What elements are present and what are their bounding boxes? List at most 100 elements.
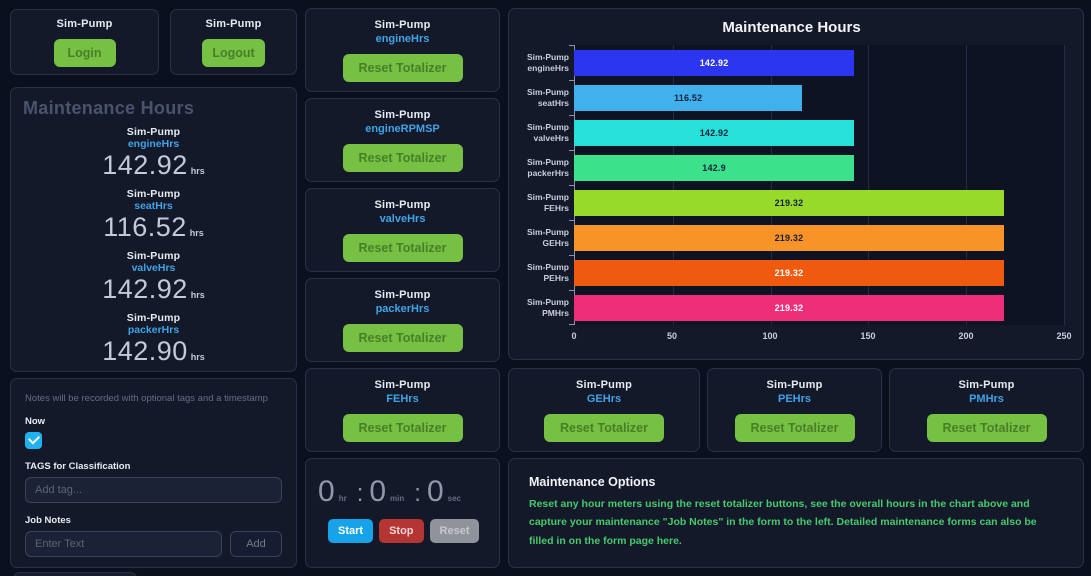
chart-bar-track: 219.32	[569, 185, 1064, 220]
meter-device: Sim-Pump	[126, 250, 181, 262]
chart-bar-row: Sim-Pump GEHrs 219.32	[519, 220, 1064, 255]
timer-stop-button[interactable]: Stop	[379, 519, 424, 543]
add-note-button[interactable]: Add	[230, 531, 282, 557]
meter-unit: hrs	[189, 228, 204, 238]
reset-card-device: Sim-Pump	[374, 288, 431, 301]
hours-panel-title: Maintenance Hours	[23, 98, 195, 118]
meter-device: Sim-Pump	[126, 312, 181, 324]
job-notes-input[interactable]	[25, 531, 222, 557]
reset-totalizer-button-pe-hrs[interactable]: Reset Totalizer	[734, 413, 855, 442]
maintenance-options-title: Maintenance Options	[529, 475, 656, 489]
chart-bar-value-label: 219.32	[774, 302, 804, 313]
y-axis-category-label: Sim-Pump FEHrs	[526, 192, 569, 213]
reset-card-device: Sim-Pump	[766, 378, 823, 391]
timer-display: 0 hr : 0 min : 0 sec	[318, 475, 487, 509]
chart-bar-packerHrs[interactable]: 142.9	[574, 154, 855, 181]
tags-input[interactable]	[25, 477, 282, 503]
timer-start-button[interactable]: Start	[328, 519, 374, 543]
chart-bar-row: Sim-Pump packerHrs 142.9	[519, 150, 1064, 185]
chart-title: Maintenance Hours	[722, 19, 861, 36]
reset-totalizer-button-ge-hrs[interactable]: Reset Totalizer	[544, 413, 664, 442]
chart-bar-track: 142.9	[569, 150, 1064, 185]
partial-card-below	[13, 572, 137, 576]
chart-bar-value-label: 142.92	[699, 57, 729, 68]
chart-bar-value-label: 142.92	[699, 127, 729, 138]
timer-hours-unit: hr	[338, 494, 347, 503]
chart-grid-line	[966, 45, 968, 325]
chart-bar-FEHrs[interactable]: 219.32	[574, 189, 1004, 216]
reset-totalizer-button-engine-rpmsp[interactable]: Reset Totalizer	[342, 143, 463, 172]
meter-packer-hrs: Sim-Pump packerHrs 142.90 hrs	[23, 312, 284, 367]
timer-reset-button[interactable]: Reset	[429, 519, 480, 543]
y-axis-category-label: Sim-Pump packerHrs	[526, 157, 569, 178]
chart-bar-seatHrs[interactable]: 116.52	[574, 84, 803, 111]
reset-totalizer-button-pm-hrs[interactable]: Reset Totalizer	[926, 413, 1047, 442]
chart-x-axis: 0 50 100 150 200 250	[571, 325, 1071, 347]
login-card: Sim-Pump Login	[10, 9, 159, 75]
logout-device-label: Sim-Pump	[205, 17, 262, 30]
reset-card-device: Sim-Pump	[576, 378, 632, 391]
notes-panel: Notes will be recorded with optional tag…	[10, 378, 297, 568]
reset-card-packer-hrs: Sim-Pump packerHrs Reset Totalizer	[305, 278, 500, 362]
reset-card-device: Sim-Pump	[374, 198, 431, 211]
reset-totalizer-button-packer-hrs[interactable]: Reset Totalizer	[342, 323, 463, 352]
maintenance-hours-bar-chart: Sim-Pump engineHrs 142.92 Sim-Pump seatHrs 11…	[519, 45, 1072, 347]
y-axis-category-label: Sim-Pump engineHrs	[526, 52, 569, 73]
meter-device: Sim-Pump	[126, 126, 181, 138]
x-axis-tick-label: 250	[1056, 331, 1072, 341]
chart-bar-track: 142.92	[569, 45, 1064, 80]
chart-rows: Sim-Pump engineHrs 142.92 Sim-Pump seatHrs 11…	[519, 45, 1065, 325]
login-device-label: Sim-Pump	[56, 17, 113, 30]
reset-card-device: Sim-Pump	[374, 378, 431, 391]
logout-card: Sim-Pump Logout	[170, 9, 297, 75]
chart-bar-track: 219.32	[569, 220, 1064, 255]
chart-bar-PEHrs[interactable]: 219.32	[574, 259, 1004, 286]
maintenance-options-panel: Maintenance Options Reset any hour meter…	[508, 458, 1084, 568]
logout-button[interactable]: Logout	[202, 38, 265, 67]
reset-card-ge-hrs: Sim-Pump GEHrs Reset Totalizer	[508, 368, 700, 452]
chart-bar-value-label: 219.32	[774, 267, 804, 278]
reset-card-engine-rpmsp: Sim-Pump engineRPMSP Reset Totalizer	[305, 98, 500, 182]
chart-bar-engineHrs[interactable]: 142.92	[574, 49, 855, 76]
y-axis-category-label: Sim-Pump GEHrs	[526, 227, 569, 248]
reset-card-tag: PEHrs	[777, 392, 812, 405]
meter-tag: engineHrs	[127, 138, 180, 150]
login-button[interactable]: Login	[53, 38, 116, 67]
timer-hours: 0	[318, 475, 335, 508]
chart-bar-track: 219.32	[569, 290, 1064, 325]
meter-tag: packerHrs	[127, 324, 180, 336]
chart-bar-valveHrs[interactable]: 142.92	[574, 119, 855, 146]
x-axis-tick-label: 0	[571, 331, 577, 341]
reset-totalizer-button-engine-hrs[interactable]: Reset Totalizer	[342, 53, 463, 82]
chart-bar-row: Sim-Pump engineHrs 142.92	[519, 45, 1064, 80]
reset-card-tag: FEHrs	[386, 392, 419, 405]
reset-card-pe-hrs: Sim-Pump PEHrs Reset Totalizer	[707, 368, 882, 452]
meter-unit: hrs	[190, 166, 205, 176]
chart-bar-PMHrs[interactable]: 219.32	[574, 294, 1004, 321]
chart-panel: Maintenance Hours Sim-Pump engineHrs 142.9…	[508, 8, 1084, 360]
chart-bar-GEHrs[interactable]: 219.32	[574, 224, 1004, 251]
reset-card-device: Sim-Pump	[374, 18, 431, 31]
y-axis-category-label: Sim-Pump seatHrs	[526, 87, 569, 108]
reset-card-tag: engineHrs	[375, 32, 430, 45]
timer-seconds: 0	[426, 475, 444, 508]
chart-bar-track: 116.52	[569, 80, 1064, 115]
hours-panel: Maintenance Hours Sim-Pump engineHrs 142…	[10, 87, 297, 372]
chart-grid-line	[770, 45, 772, 325]
chart-bar-row: Sim-Pump PEHrs 219.32	[519, 255, 1064, 290]
reset-totalizer-button-fe-hrs[interactable]: Reset Totalizer	[342, 413, 463, 442]
meter-unit: hrs	[190, 290, 205, 300]
now-checkbox[interactable]	[25, 432, 42, 449]
timer-minutes: 0	[369, 475, 387, 508]
reset-totalizer-button-valve-hrs[interactable]: Reset Totalizer	[342, 233, 463, 262]
x-axis-tick-label: 200	[958, 331, 974, 341]
meter-unit: hrs	[190, 352, 205, 362]
reset-card-valve-hrs: Sim-Pump valveHrs Reset Totalizer	[305, 188, 500, 272]
chart-bar-row: Sim-Pump PMHrs 219.32	[519, 290, 1064, 325]
meter-value: 142.92	[102, 150, 188, 180]
timer-seconds-unit: sec	[447, 494, 461, 503]
reset-card-tag: engineRPMSP	[365, 122, 440, 135]
y-axis-category-label: Sim-Pump valveHrs	[526, 122, 569, 143]
reset-card-engine-hrs: Sim-Pump engineHrs Reset Totalizer	[305, 8, 500, 92]
